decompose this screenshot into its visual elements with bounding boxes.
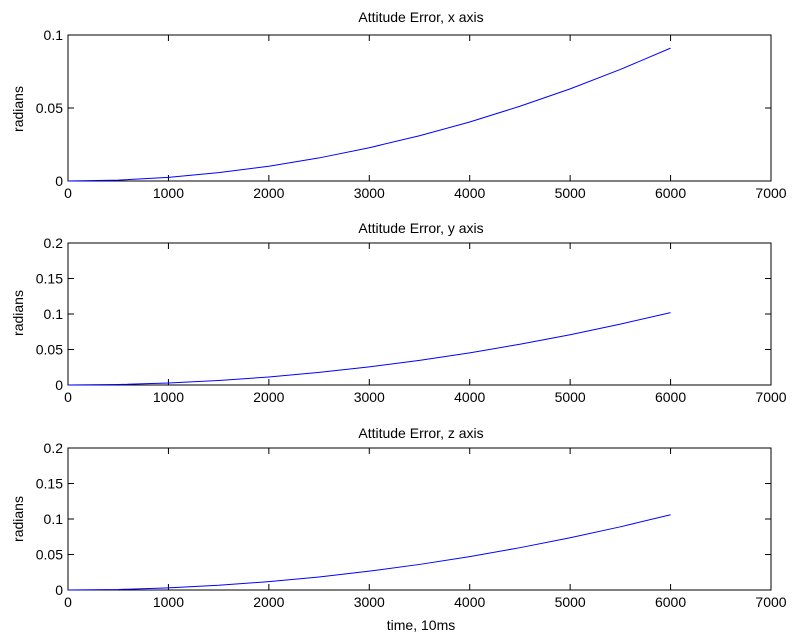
series-line [67,312,671,386]
chart-title: Attitude Error, x axis [358,9,483,25]
x-tick-label: 2000 [253,594,284,610]
chart-title: Attitude Error, y axis [358,220,483,236]
x-tick-label: 1000 [153,389,184,405]
x-tick-label: 1000 [153,594,184,610]
chart-title: Attitude Error, z axis [358,425,483,441]
x-tick-label: 4000 [454,594,485,610]
y-tick-label: 0.05 [36,547,63,563]
x-tick-label: 0 [64,389,72,405]
subplot-z-axis: Attitude Error, z axis radians time, 10m… [10,425,787,633]
subplot-y-axis: Attitude Error, y axis radians 0 1000 2000… [10,220,787,405]
y-axis-label: radians [10,496,26,542]
x-tick-label: 4000 [454,185,485,201]
y-tick-label: 0.2 [44,235,64,251]
y-tick-label: 0.2 [44,440,64,456]
y-tick-label: 0.1 [44,27,64,43]
x-tick-label: 2000 [253,185,284,201]
x-tick-label: 4000 [454,389,485,405]
subplot-x-axis: Attitude Error, x axis radians 0 1000 2000… [10,9,787,201]
x-tick-label: 6000 [655,594,686,610]
x-tick-label: 6000 [655,389,686,405]
y-axis-label: radians [10,290,26,336]
y-tick-label: 0.15 [36,476,63,492]
y-tick-label: 0.1 [44,306,64,322]
x-tick-label: 6000 [655,185,686,201]
x-tick-label: 3000 [354,389,385,405]
x-tick-label: 0 [64,594,72,610]
x-tick-label: 7000 [755,185,786,201]
y-tick-label: 0 [55,173,63,189]
y-axis-label: radians [10,86,26,132]
x-tick-label: 5000 [555,594,586,610]
x-axis-label: time, 10ms [387,617,455,633]
axes-box [67,447,772,591]
x-tick-label: 5000 [555,389,586,405]
x-tick-label: 7000 [755,389,786,405]
series-line [67,514,671,591]
y-tick-label: 0.05 [36,342,63,358]
x-tick-label: 0 [64,185,72,201]
y-tick-label: 0.05 [36,100,63,116]
series-line [67,47,671,182]
x-tick-label: 7000 [755,594,786,610]
y-tick-label: 0.15 [36,271,63,287]
x-tick-label: 3000 [354,185,385,201]
x-tick-label: 2000 [253,389,284,405]
x-tick-label: 3000 [354,594,385,610]
axes-box [67,242,772,386]
axes-box [67,34,772,182]
y-tick-label: 0 [55,582,63,598]
x-tick-label: 5000 [555,185,586,201]
y-tick-label: 0.1 [44,511,64,527]
y-tick-label: 0 [55,377,63,393]
x-tick-label: 1000 [153,185,184,201]
